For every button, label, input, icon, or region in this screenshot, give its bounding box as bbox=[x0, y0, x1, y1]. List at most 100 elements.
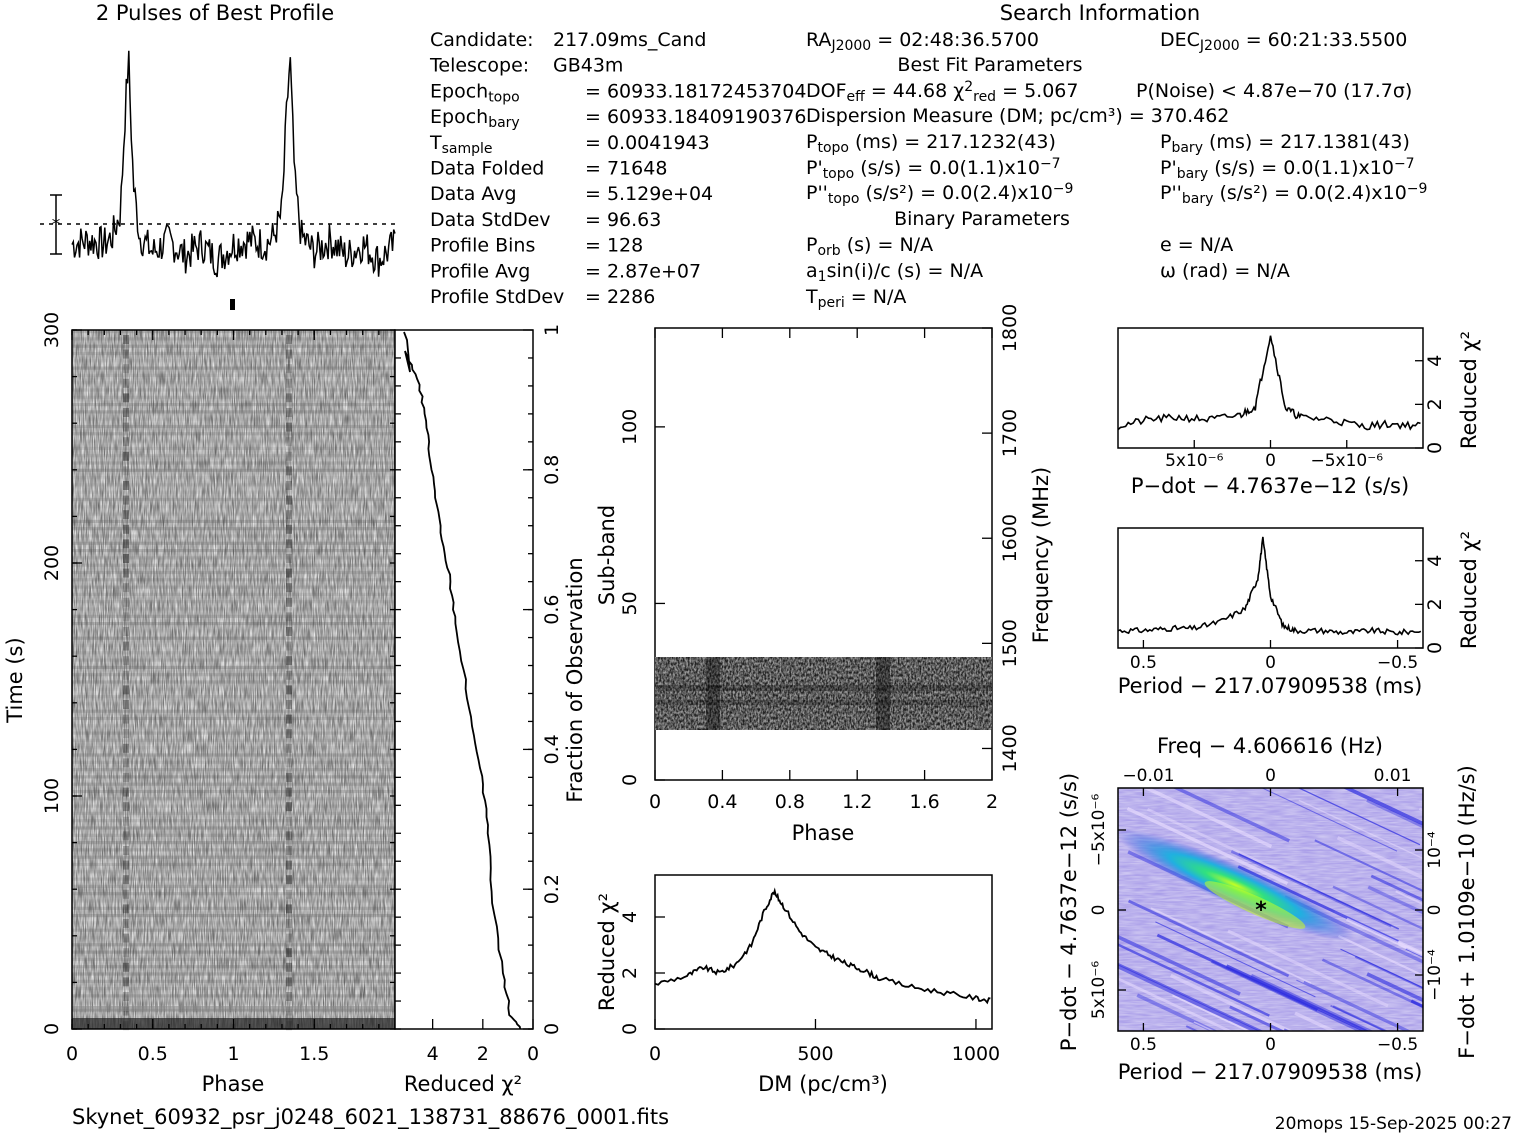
freq-tick: 1600 bbox=[999, 514, 1021, 562]
pp-x-tick: 0.5 bbox=[1130, 1035, 1157, 1055]
info-value: = 0.0041943 bbox=[585, 132, 710, 154]
fraction-tick: 0.8 bbox=[541, 455, 563, 485]
period-curve bbox=[1117, 536, 1422, 636]
phase-tick: 1 bbox=[227, 1043, 239, 1065]
svg-text:*: * bbox=[52, 215, 61, 235]
phase-tick: 0.5 bbox=[138, 1043, 168, 1065]
redchi-tick: 2 bbox=[477, 1043, 489, 1065]
info-mid-block: RAJ2000 = 02:48:36.5700 DECJ2000 = 60:21:… bbox=[805, 29, 1427, 311]
fraction-tick: 0.2 bbox=[541, 874, 563, 904]
info-value: = 2.87e+07 bbox=[585, 260, 701, 282]
info-value: = 71648 bbox=[585, 158, 667, 180]
pddot-bary-text: P''bary (s/s²) = 0.0(2.4)x10−9 bbox=[1160, 181, 1427, 207]
phase-tick: 0 bbox=[66, 1043, 78, 1065]
dm-curve bbox=[654, 887, 991, 1005]
subband-tick: 100 bbox=[619, 409, 641, 445]
info-value: = 60933.18409190376 bbox=[585, 106, 806, 128]
period-y-tick: 4 bbox=[1424, 555, 1446, 567]
info-label: Profile Avg bbox=[430, 260, 530, 282]
dm-redchi-label: Reduced χ² bbox=[595, 893, 619, 1011]
pulse-profile-plot: * bbox=[40, 50, 396, 310]
dm-x-tick: 0 bbox=[649, 1043, 661, 1065]
ptopo-text: Ptopo (ms) = 217.1232(43) bbox=[806, 131, 1056, 156]
dof-chi-text: DOFeff = 44.68 χ2red = 5.067 bbox=[806, 79, 1078, 105]
pp-right-tick: −10⁻⁴ bbox=[1425, 949, 1445, 1001]
pdot-plot: 5x10⁻⁶ 0 −5x10⁻⁶ 0 2 4 bbox=[1117, 327, 1446, 471]
pdot-bary-text: P'bary (s/s) = 0.0(1.1)x10−7 bbox=[1160, 156, 1415, 182]
subband-tick: 50 bbox=[619, 591, 641, 615]
period-y-tick: 0 bbox=[1424, 642, 1446, 654]
footer-timestamp: 20mops 15-Sep-2025 00:27 bbox=[1275, 1114, 1512, 1133]
period-plot: 0.5 0 −0.5 0 2 4 bbox=[1117, 527, 1446, 673]
info-label: Tsample bbox=[429, 132, 493, 157]
info-label: Data StdDev bbox=[430, 209, 551, 231]
svg-text:*: * bbox=[1255, 898, 1267, 923]
dm-text: Dispersion Measure (DM; pc/cm³) = 370.46… bbox=[806, 105, 1229, 127]
time-phase-plot: 0 100 200 300 0 0.5 1 1.5 bbox=[41, 312, 396, 1065]
pdot-y-tick: 0 bbox=[1424, 442, 1446, 454]
pp-pdot-label: P−dot − 4.7637e−12 (s/s) bbox=[1057, 773, 1081, 1051]
period-y-tick: 2 bbox=[1424, 598, 1446, 610]
filename: Skynet_60932_psr_j0248_6021_138731_88676… bbox=[72, 1105, 669, 1130]
pp-period-label: Period − 217.07909538 (ms) bbox=[1118, 1060, 1423, 1084]
info-label: Profile StdDev bbox=[430, 286, 564, 308]
subband-plot: 0 50 100 1400 1500 1600 1700 1800 0 0.4 0.8 1.2 1.6 2 bbox=[619, 304, 1021, 813]
e-text: e = N/A bbox=[1160, 234, 1233, 256]
fraction-axis-label: Fraction of Observation bbox=[563, 557, 587, 802]
pp-fdot-label: F−dot + 1.0109e−10 (Hz/s) bbox=[1455, 765, 1479, 1059]
info-label: Profile Bins bbox=[430, 235, 535, 257]
time-tick: 0 bbox=[41, 1023, 63, 1035]
search-title: Search Information bbox=[1000, 1, 1200, 25]
period-redchi-label: Reduced χ² bbox=[1457, 531, 1481, 649]
info-label: Data Folded bbox=[430, 158, 544, 180]
freq-top-label: Freq − 4.606616 (Hz) bbox=[1157, 734, 1383, 758]
info-label: Data Avg bbox=[430, 183, 517, 205]
pdot-y-tick: 4 bbox=[1424, 355, 1446, 367]
best-fit-heading: Best Fit Parameters bbox=[897, 54, 1082, 76]
subband-tick: 0 bbox=[619, 774, 641, 786]
tperi-text: Tperi = N/A bbox=[805, 286, 906, 311]
frequency-axis-label: Frequency (MHz) bbox=[1029, 467, 1053, 643]
pp-right-tick: 10⁻⁴ bbox=[1425, 831, 1445, 869]
pddot-topo-text: P''topo (s/s²) = 0.0(2.4)x10−9 bbox=[806, 181, 1073, 207]
pdot-x-tick: −5x10⁻⁶ bbox=[1310, 451, 1383, 471]
phase2-tick: 0.8 bbox=[775, 791, 805, 813]
fraction-tick: 0 bbox=[541, 1023, 563, 1035]
phase-axis-label: Phase bbox=[202, 1072, 265, 1096]
pp-top-tick: 0 bbox=[1265, 766, 1276, 786]
dm-y-tick: 0 bbox=[619, 1023, 641, 1035]
profile-line bbox=[71, 50, 396, 278]
freq-tick: 1500 bbox=[999, 619, 1021, 667]
time-tick: 300 bbox=[41, 312, 63, 348]
info-value: = 5.129e+04 bbox=[585, 183, 713, 205]
profile-title: 2 Pulses of Best Profile bbox=[96, 1, 334, 25]
phase2-tick: 1.2 bbox=[842, 791, 872, 813]
info-left-block: Candidate: 217.09ms_Cand Telescope: GB43m Ep… bbox=[429, 29, 806, 308]
subband-axis-label: Sub-band bbox=[595, 505, 619, 605]
pp-x-tick: 0 bbox=[1265, 1035, 1276, 1055]
pdot-axis-label: P−dot − 4.7637e−12 (s/s) bbox=[1131, 474, 1409, 498]
info-label: Telescope: bbox=[429, 55, 529, 77]
fraction-tick: 1 bbox=[541, 324, 563, 336]
omega-text: ω (rad) = N/A bbox=[1160, 260, 1290, 282]
period-x-tick: 0 bbox=[1265, 653, 1276, 673]
fraction-tick: 0.4 bbox=[541, 734, 563, 764]
pdot-redchi-label: Reduced χ² bbox=[1457, 331, 1481, 449]
redchi-tick: 4 bbox=[427, 1043, 439, 1065]
phase2-tick: 0 bbox=[649, 791, 661, 813]
info-value: 217.09ms_Cand bbox=[553, 29, 706, 51]
redchi-axis-label: Reduced χ² bbox=[404, 1072, 522, 1096]
a1-text: a1sin(i)/c (s) = N/A bbox=[806, 260, 983, 285]
pp-left-tick: 5x10⁻⁶ bbox=[1089, 961, 1109, 1019]
pdot-y-tick: 2 bbox=[1424, 398, 1446, 410]
phase2-tick: 0.4 bbox=[707, 791, 737, 813]
period-axis-label: Period − 217.07909538 (ms) bbox=[1118, 674, 1423, 698]
pp-left-tick: −5x10⁻⁶ bbox=[1089, 794, 1109, 867]
dm-y-tick: 2 bbox=[619, 967, 641, 979]
dm-x-tick: 500 bbox=[797, 1043, 833, 1065]
redchi-fraction-line bbox=[403, 331, 522, 1030]
fraction-tick: 0.6 bbox=[541, 594, 563, 624]
info-label: Candidate: bbox=[430, 29, 534, 51]
